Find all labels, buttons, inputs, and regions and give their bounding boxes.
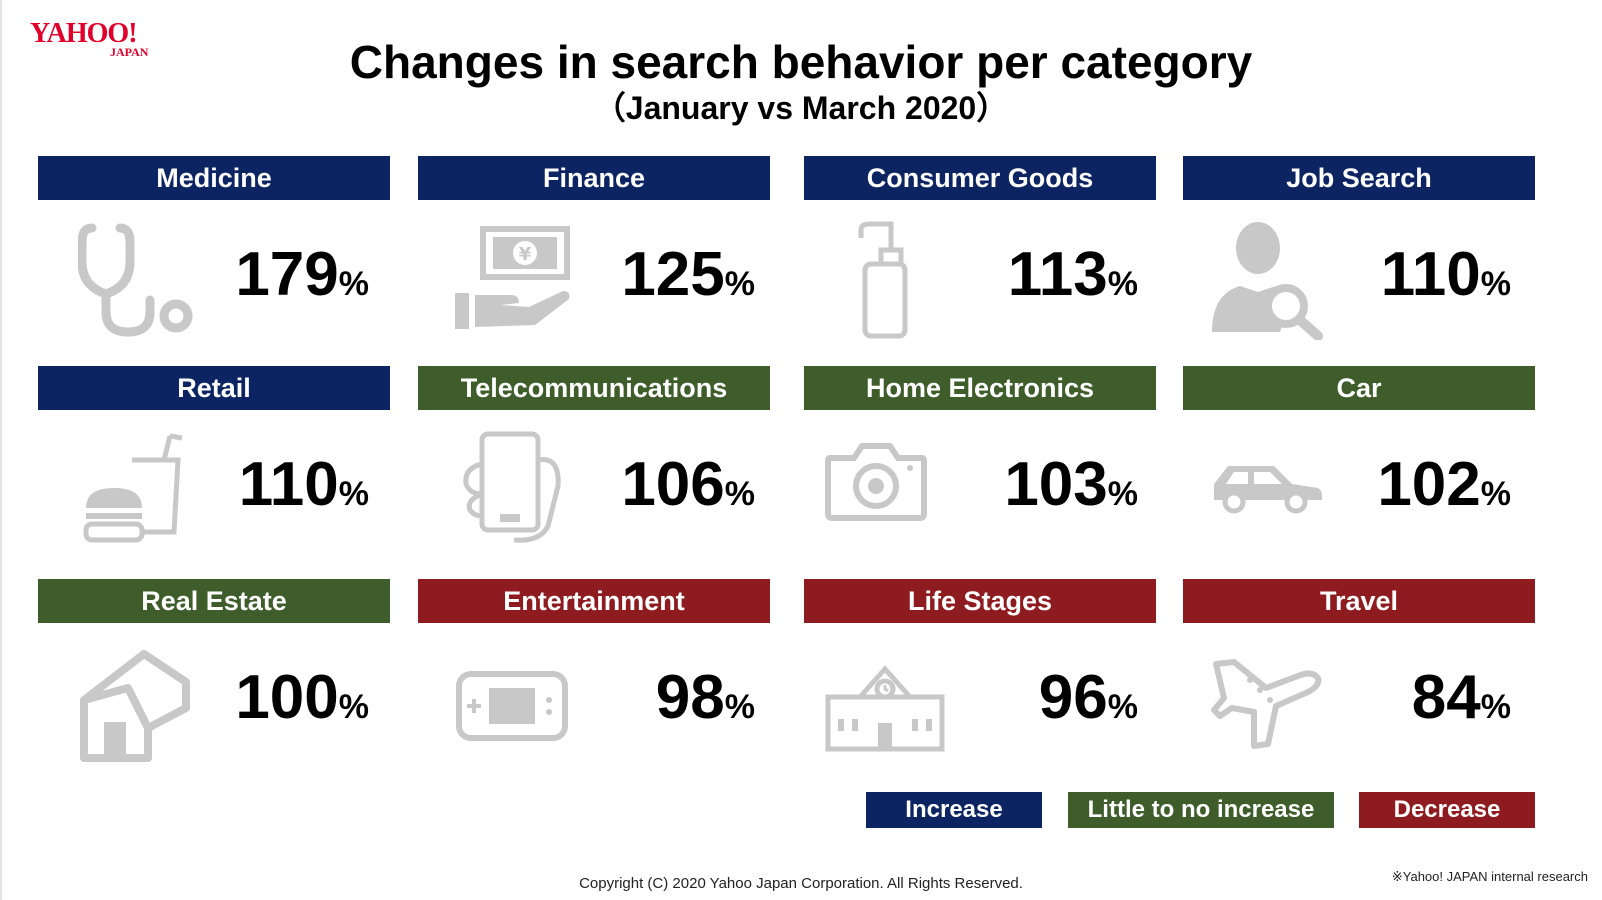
category-label-consumer-goods: Consumer Goods (804, 156, 1156, 200)
category-label-car: Car (1183, 366, 1535, 410)
house-icon (78, 648, 193, 763)
game-console-icon (455, 670, 570, 742)
value-number: 110 (1380, 240, 1481, 309)
category-value: 179% (235, 240, 369, 310)
category-value: 106% (621, 450, 755, 520)
value-unit: % (338, 475, 369, 513)
category-value: 110% (1381, 240, 1511, 310)
category-label-job-search: Job Search (1183, 156, 1535, 200)
category-label-home-electronics: Home Electronics (804, 366, 1156, 410)
category-value: 96% (1039, 663, 1138, 733)
category-value: 125% (621, 240, 755, 310)
copyright-text: Copyright (C) 2020 Yahoo Japan Corporati… (579, 875, 1023, 892)
value-unit: % (1480, 688, 1511, 726)
category-label-medicine: Medicine (38, 156, 390, 200)
logo-text: YAHOO! (30, 18, 138, 49)
svg-text:¥: ¥ (519, 244, 532, 265)
category-value: 100% (235, 663, 369, 733)
category-label-retail: Retail (38, 366, 390, 410)
value-unit: % (1107, 688, 1138, 726)
money-hand-icon: ¥ (453, 225, 573, 335)
school-icon (824, 663, 946, 753)
car-icon (1210, 460, 1325, 515)
value-number: 125 (621, 240, 725, 309)
value-number: 110 (238, 450, 339, 519)
legend-little: Little to no increase (1068, 792, 1334, 828)
person-search-icon (1210, 220, 1325, 340)
value-unit: % (338, 265, 369, 303)
smartphone-icon (460, 430, 565, 545)
value-number: 100 (235, 663, 339, 732)
airplane-icon (1210, 658, 1325, 750)
category-label-entertainment: Entertainment (418, 579, 770, 623)
value-number: 96 (1038, 663, 1108, 732)
value-unit: % (1107, 475, 1138, 513)
logo-subtext: JAPAN (110, 45, 149, 59)
category-label-travel: Travel (1183, 579, 1535, 623)
value-unit: % (1107, 265, 1138, 303)
category-value: 102% (1377, 450, 1511, 520)
category-label-life-stages: Life Stages (804, 579, 1156, 623)
value-number: 102 (1377, 450, 1481, 519)
category-value: 84% (1412, 663, 1511, 733)
pump-bottle-icon (855, 220, 915, 340)
legend-decrease: Decrease (1359, 792, 1535, 828)
value-number: 106 (621, 450, 725, 519)
left-border (0, 0, 2, 900)
category-value: 110% (239, 450, 369, 520)
page-title: Changes in search behavior per category (349, 36, 1253, 88)
value-unit: % (724, 688, 755, 726)
category-value: 113% (1008, 240, 1138, 310)
value-unit: % (724, 265, 755, 303)
value-unit: % (1480, 265, 1511, 303)
value-unit: % (1480, 475, 1511, 513)
category-value: 103% (1004, 450, 1138, 520)
category-label-telecommunications: Telecommunications (418, 366, 770, 410)
yahoo-japan-logo: YAHOO! JAPAN (30, 18, 180, 63)
fast-food-icon (82, 432, 192, 547)
value-number: 113 (1007, 240, 1108, 309)
value-number: 98 (655, 663, 725, 732)
category-label-finance: Finance (418, 156, 770, 200)
legend-increase: Increase (866, 792, 1042, 828)
value-number: 179 (235, 240, 339, 309)
value-unit: % (338, 688, 369, 726)
value-number: 103 (1004, 450, 1108, 519)
stethoscope-icon (78, 220, 196, 340)
value-unit: % (724, 475, 755, 513)
category-label-real-estate: Real Estate (38, 579, 390, 623)
page-subtitle: （January vs March 2020） (593, 90, 1009, 126)
camera-icon (824, 440, 929, 522)
value-number: 84 (1411, 663, 1481, 732)
source-note: ※Yahoo! JAPAN internal research (1391, 869, 1588, 884)
category-value: 98% (656, 663, 755, 733)
